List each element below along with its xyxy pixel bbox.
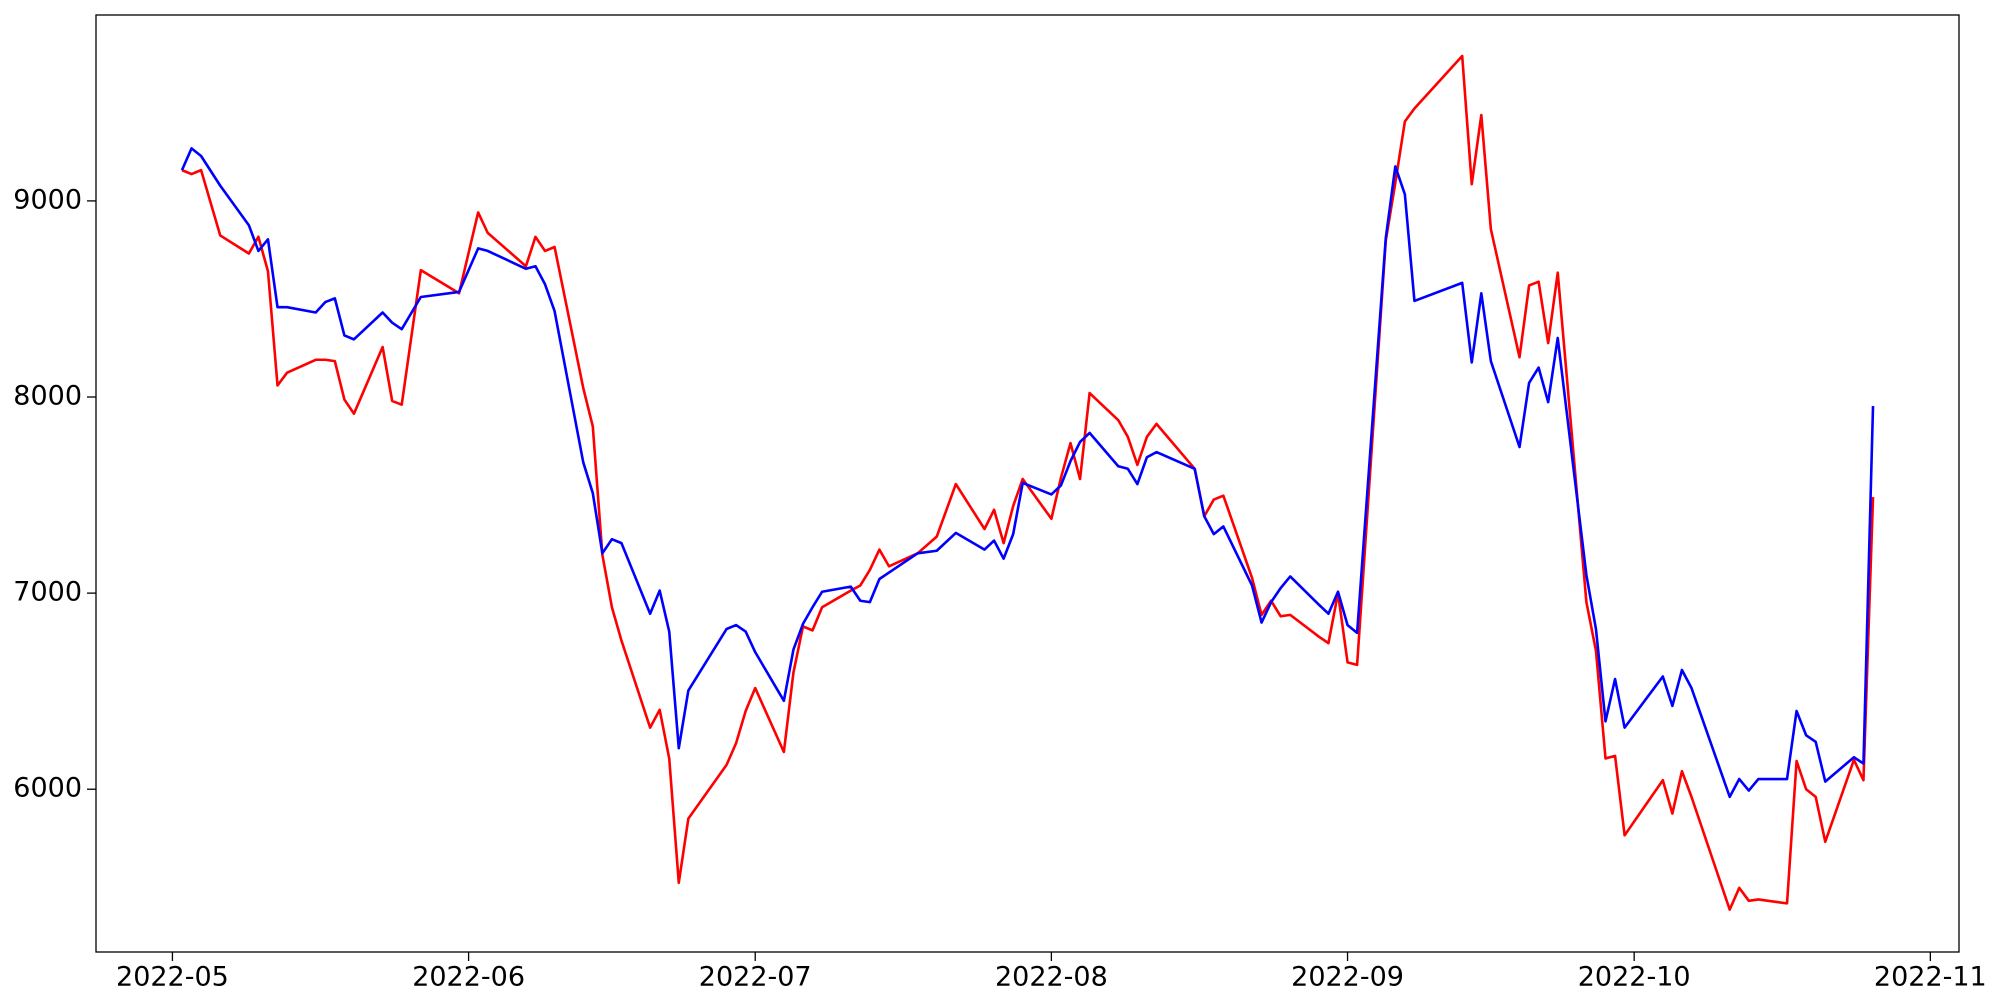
plot-frame xyxy=(95,14,1960,953)
x-tick-label: 2022-10 xyxy=(1578,962,1691,993)
y-tick-label: 8000 xyxy=(13,381,82,412)
y-tick-label: 6000 xyxy=(13,773,82,804)
y-tick-label: 9000 xyxy=(13,184,82,215)
x-tick-label: 2022-06 xyxy=(412,962,525,993)
series-line xyxy=(181,54,1875,911)
x-tick-label: 2022-09 xyxy=(1291,962,1404,993)
x-tick-label: 2022-11 xyxy=(1874,962,1987,993)
x-tick-label: 2022-05 xyxy=(116,962,229,993)
x-tick-label: 2022-07 xyxy=(699,962,812,993)
x-tick-label: 2022-08 xyxy=(995,962,1108,993)
y-tick-label: 7000 xyxy=(13,577,82,608)
series-line xyxy=(180,147,1875,799)
